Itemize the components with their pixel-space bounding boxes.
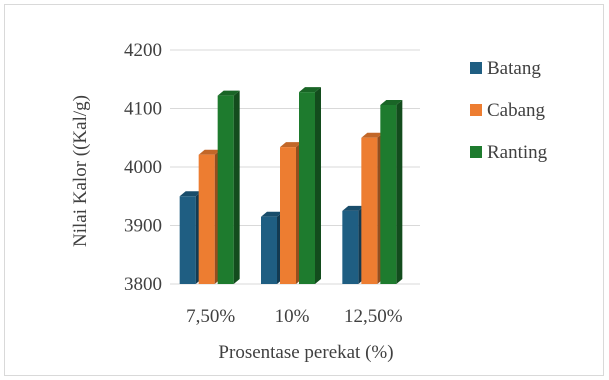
x-axis-title: Prosentase perekat (%) bbox=[218, 342, 393, 363]
legend-label-batang: Batang bbox=[487, 58, 541, 79]
bar-front bbox=[217, 95, 234, 284]
bar-front bbox=[380, 104, 397, 285]
bar-front bbox=[299, 92, 315, 285]
y-tick-label: 4100 bbox=[124, 99, 162, 120]
bar-ranting-2 bbox=[299, 87, 321, 285]
bar-front bbox=[342, 210, 359, 284]
bar-side bbox=[233, 90, 240, 284]
bar-cabang-1 bbox=[198, 149, 221, 284]
bar-front bbox=[280, 147, 296, 284]
bar-side bbox=[396, 99, 403, 285]
y-tick-label: 4000 bbox=[124, 157, 162, 178]
y-tick-labels: 3800 3900 4000 4100 4200 bbox=[124, 40, 162, 295]
bar-front bbox=[361, 137, 378, 284]
y-tick-label: 3800 bbox=[124, 274, 162, 295]
bar-batang-2 bbox=[261, 211, 283, 284]
x-tick-label: 7,50% bbox=[186, 306, 235, 327]
bar-cabang-3 bbox=[361, 132, 384, 284]
legend-label-ranting: Ranting bbox=[487, 142, 548, 163]
bar-top bbox=[198, 149, 221, 155]
legend-label-cabang: Cabang bbox=[487, 100, 546, 121]
bar-top bbox=[179, 191, 202, 197]
bar-ranting-1 bbox=[217, 90, 240, 284]
x-tick-labels: 7,50% 10% 12,50% bbox=[186, 306, 403, 327]
bar-top bbox=[342, 205, 365, 211]
y-axis-title: Nilai Kalor ((Kal/g) bbox=[70, 95, 91, 247]
bar-batang-1 bbox=[179, 191, 202, 284]
bar-batang-3 bbox=[342, 205, 365, 284]
bar-cabang-2 bbox=[280, 142, 302, 284]
bar-top bbox=[361, 132, 384, 138]
bar-ranting-3 bbox=[380, 99, 403, 285]
y-tick-label: 3900 bbox=[124, 216, 162, 237]
legend-swatch-ranting bbox=[470, 146, 482, 158]
legend-swatch-cabang bbox=[470, 104, 482, 116]
bar-top bbox=[380, 99, 403, 105]
bar-top bbox=[261, 211, 283, 217]
bars bbox=[179, 87, 403, 285]
x-tick-label: 12,50% bbox=[344, 306, 403, 327]
bar-side bbox=[315, 87, 321, 285]
bar-front bbox=[261, 216, 277, 284]
bar-top bbox=[299, 87, 321, 93]
bar-front bbox=[198, 154, 215, 284]
legend: Batang Cabang Ranting bbox=[470, 58, 548, 163]
y-tick-label: 4200 bbox=[124, 40, 162, 61]
x-tick-label: 10% bbox=[275, 306, 310, 327]
bar-top bbox=[280, 142, 302, 148]
bar-front bbox=[179, 196, 196, 284]
bar-top bbox=[217, 90, 240, 96]
legend-swatch-batang bbox=[470, 62, 482, 74]
